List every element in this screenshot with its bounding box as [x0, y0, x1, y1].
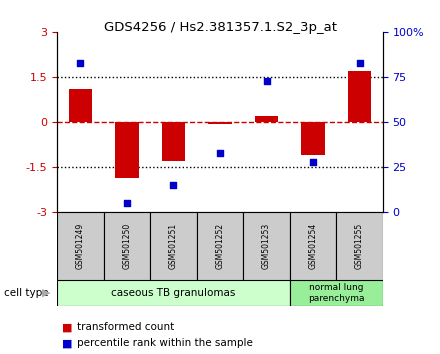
Bar: [162, 122, 185, 161]
Point: [309, 159, 316, 165]
Text: GSM501250: GSM501250: [122, 223, 132, 269]
Text: GSM501251: GSM501251: [169, 223, 178, 269]
FancyBboxPatch shape: [290, 280, 383, 306]
Text: ■: ■: [62, 338, 72, 348]
Bar: [301, 122, 325, 155]
Point: [77, 60, 84, 65]
Text: GDS4256 / Hs2.381357.1.S2_3p_at: GDS4256 / Hs2.381357.1.S2_3p_at: [103, 21, 337, 34]
FancyBboxPatch shape: [150, 212, 197, 280]
Bar: [209, 122, 231, 124]
Point: [124, 200, 131, 206]
Text: cell type: cell type: [4, 288, 49, 298]
Bar: [69, 89, 92, 122]
FancyBboxPatch shape: [243, 212, 290, 280]
Text: normal lung
parenchyma: normal lung parenchyma: [308, 283, 364, 303]
Point: [170, 183, 177, 188]
Point: [216, 150, 224, 156]
Text: GSM501255: GSM501255: [355, 223, 364, 269]
Bar: [348, 71, 371, 122]
Text: GSM501249: GSM501249: [76, 223, 85, 269]
Bar: [115, 122, 139, 178]
Text: GSM501252: GSM501252: [216, 223, 224, 269]
Text: GSM501254: GSM501254: [308, 223, 318, 269]
FancyBboxPatch shape: [336, 212, 383, 280]
Point: [263, 78, 270, 84]
Text: transformed count: transformed count: [77, 322, 174, 332]
Point: [356, 60, 363, 65]
FancyBboxPatch shape: [290, 212, 336, 280]
FancyBboxPatch shape: [197, 212, 243, 280]
Text: caseous TB granulomas: caseous TB granulomas: [111, 288, 236, 298]
Text: GSM501253: GSM501253: [262, 223, 271, 269]
FancyBboxPatch shape: [104, 212, 150, 280]
FancyBboxPatch shape: [57, 280, 290, 306]
FancyBboxPatch shape: [57, 212, 104, 280]
Bar: [255, 116, 278, 122]
Text: ■: ■: [62, 322, 72, 332]
Text: percentile rank within the sample: percentile rank within the sample: [77, 338, 253, 348]
Text: ▶: ▶: [42, 288, 51, 298]
